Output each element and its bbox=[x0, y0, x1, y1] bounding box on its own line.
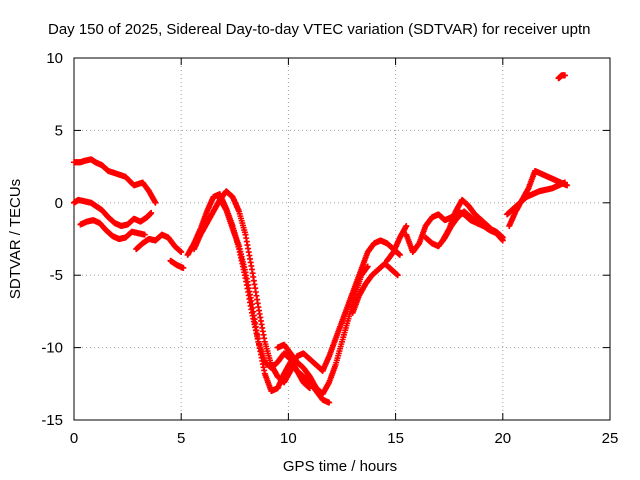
axis-ticks: 0 5 10 15 20 25 -15 -10 -5 0 5 10 bbox=[41, 50, 618, 447]
y-tick-label: -15 bbox=[41, 412, 63, 429]
plot-frame bbox=[73, 57, 611, 421]
series-track-b bbox=[71, 196, 155, 229]
y-tick-label: -5 bbox=[50, 267, 63, 284]
x-tick-label: 5 bbox=[177, 430, 185, 447]
y-tick-label: -10 bbox=[41, 340, 63, 357]
series-track-k bbox=[349, 260, 401, 316]
x-tick-label: 20 bbox=[494, 430, 511, 447]
data-point bbox=[152, 199, 159, 206]
series-track-i bbox=[274, 263, 371, 397]
data-point bbox=[396, 251, 403, 258]
data-point bbox=[364, 263, 371, 270]
data-points bbox=[71, 72, 571, 406]
x-tick-label: 25 bbox=[602, 430, 619, 447]
y-tick-label: 0 bbox=[55, 195, 63, 212]
data-point bbox=[148, 209, 155, 216]
data-point bbox=[561, 72, 568, 79]
chart-title: Day 150 of 2025, Sidereal Day-to-day VTE… bbox=[48, 21, 590, 38]
data-point bbox=[306, 385, 313, 392]
x-axis-label: GPS time / hours bbox=[283, 458, 397, 475]
series-track-g bbox=[191, 188, 326, 386]
series-track-q bbox=[504, 179, 568, 218]
y-tick-label: 10 bbox=[46, 50, 63, 67]
series-track-c bbox=[77, 217, 148, 242]
data-point bbox=[499, 237, 506, 244]
data-point bbox=[403, 222, 410, 229]
series-track-d bbox=[133, 231, 185, 256]
series-track-o bbox=[439, 196, 498, 244]
series-track-r bbox=[555, 72, 568, 82]
data-point bbox=[178, 249, 185, 256]
x-tick-label: 15 bbox=[387, 430, 404, 447]
y-tick-label: 5 bbox=[55, 122, 63, 139]
series-track-p bbox=[506, 167, 571, 229]
data-point bbox=[326, 399, 333, 406]
x-tick-label: 10 bbox=[280, 430, 297, 447]
data-point bbox=[180, 264, 187, 271]
data-point bbox=[141, 231, 148, 238]
y-axis-label: SDTVAR / TECUs bbox=[7, 179, 24, 299]
x-tick-label: 0 bbox=[70, 430, 78, 447]
data-point bbox=[561, 179, 568, 186]
data-point bbox=[491, 228, 498, 235]
data-point bbox=[394, 272, 401, 279]
series-track-e bbox=[167, 257, 187, 271]
series-track-a bbox=[71, 156, 159, 206]
series-track-h bbox=[216, 195, 313, 395]
